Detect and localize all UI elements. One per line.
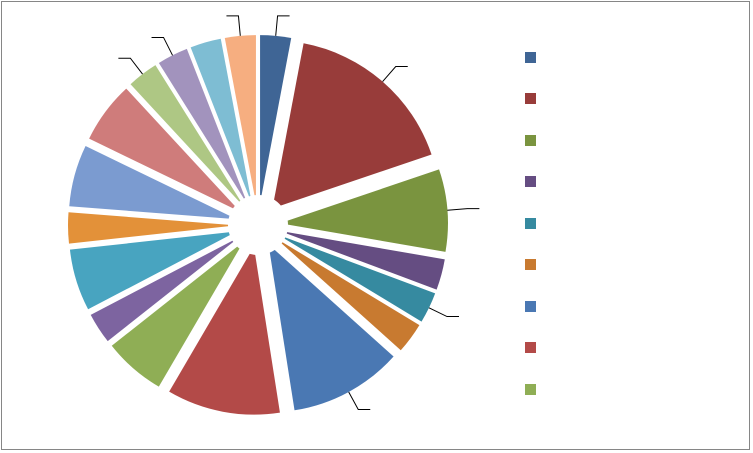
legend-item (525, 216, 536, 230)
pie-slice (277, 234, 436, 322)
pie-slice (260, 35, 292, 204)
pie-slice (89, 88, 241, 212)
pie-slice (275, 238, 420, 351)
legend-item (525, 92, 536, 106)
pie-slice (224, 35, 256, 204)
legend-swatch (525, 134, 536, 146)
leader-line (348, 391, 371, 411)
pie-slice (268, 244, 394, 411)
legend-swatch (525, 300, 536, 312)
pie-slice (130, 65, 245, 208)
legend-item (525, 299, 536, 313)
pie-slice (279, 230, 445, 290)
leader-line (275, 15, 290, 36)
legend-item (525, 341, 536, 355)
leader-line (428, 307, 460, 318)
pie-center (228, 195, 288, 255)
legend-swatch (525, 51, 536, 63)
legend-item (525, 175, 536, 189)
legend-swatch (525, 217, 536, 229)
legend-swatch (525, 93, 536, 104)
pie-slice (279, 169, 448, 252)
pie-slice (272, 43, 432, 209)
pie-slice (169, 246, 280, 415)
pie-slice (90, 236, 240, 342)
legend-swatch (525, 259, 536, 270)
pie-slices (68, 35, 448, 415)
legend-item (525, 382, 536, 396)
leader-line (226, 15, 241, 36)
legend-item (525, 50, 536, 64)
pie-slice (111, 241, 244, 387)
leader-line (118, 57, 143, 75)
legend-swatch (525, 342, 536, 353)
pie-slice (158, 48, 249, 206)
pie-slice (190, 38, 252, 204)
leader-line (382, 65, 408, 82)
leader-line (151, 36, 173, 56)
legend-swatch (525, 383, 536, 395)
pie-slice (68, 212, 237, 244)
legend-swatch (525, 176, 536, 187)
legend-item (525, 258, 536, 272)
pie-slice (69, 231, 237, 310)
leader-lines (118, 15, 480, 411)
legend-item (525, 133, 536, 147)
leader-line (447, 208, 480, 211)
pie-slice (69, 146, 237, 220)
